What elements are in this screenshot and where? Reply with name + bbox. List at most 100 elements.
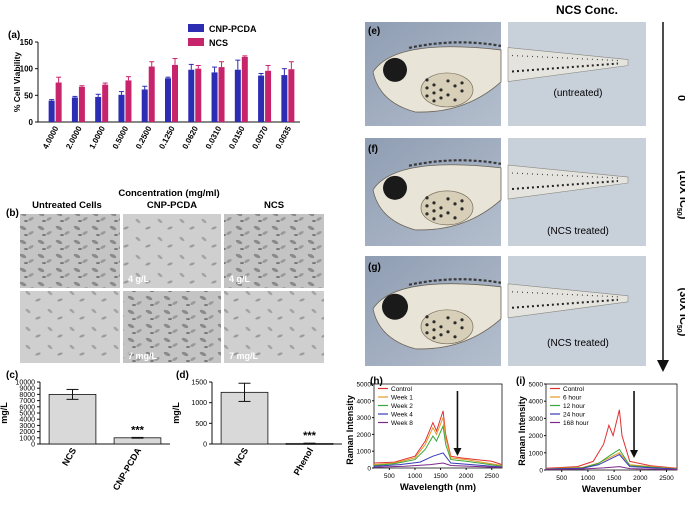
- x-tick-label-i: 2500: [659, 475, 674, 482]
- legend-label-h: Week 1: [391, 395, 413, 402]
- bar-ncs: [55, 82, 62, 122]
- y-tick-label-c: 2000: [19, 429, 35, 436]
- bar-ncs: [172, 64, 178, 122]
- bar-cnp-pcda: [71, 97, 78, 122]
- fish-pigment: [439, 206, 443, 210]
- y-tick-label-c: 9000: [19, 386, 35, 393]
- y-tick-label-i: 1000: [529, 450, 544, 457]
- legend-label-cnp-pcda: CNP-PCDA: [209, 24, 257, 34]
- legend-label-h: Week 4: [391, 412, 413, 419]
- bar-ncs: [195, 68, 202, 122]
- fish-pigment: [439, 88, 443, 92]
- fish-pigment: [453, 98, 457, 102]
- conc-label-30x: (30X IC50): [675, 288, 685, 337]
- y-axis-title-h: Raman Intensity: [345, 395, 355, 465]
- fish-pigment: [460, 318, 464, 322]
- bar-cnp-pcda: [234, 69, 241, 122]
- fish-pigment: [432, 91, 436, 95]
- x-tick-label-h: 500: [384, 473, 395, 480]
- y-tick-label-a: 50: [24, 91, 33, 100]
- fish-pigment: [439, 96, 443, 100]
- fish-pigment: [460, 207, 464, 211]
- legend-label-i: 168 hour: [563, 420, 589, 427]
- y-tick-label-h: 1000: [357, 449, 372, 456]
- micrograph-cnp-2: [123, 291, 221, 363]
- legend-label-h: Week 8: [391, 420, 413, 427]
- legend-swatch-cnp-pcda: [188, 24, 204, 32]
- y-tick-label-i: 2000: [529, 433, 544, 440]
- y-axis-title-i: Raman Intensity: [517, 396, 527, 466]
- x-tick-label-a: 0.0310: [204, 124, 224, 150]
- series-line-week-8: [373, 462, 503, 468]
- panel-i: (i) 0 1000 2000 3000 4000 5000 500 1000 1500 2000…: [516, 376, 678, 495]
- fish-pigment: [439, 214, 443, 218]
- y-tick-label-h: 3000: [357, 415, 372, 422]
- y-tick-label-d: 500: [195, 421, 207, 428]
- fish-pigment: [453, 216, 457, 220]
- conc-label-30x-close: ): [677, 333, 685, 337]
- fish-pigment: [460, 326, 464, 330]
- panel-d: (d) 0 500 1000 1500 mg/L NCS Phenol ***: [171, 370, 342, 477]
- micrograph-ncs-2: [224, 291, 324, 363]
- header-untreated: Untreated Cells: [32, 200, 102, 211]
- panel-label-i: (i): [516, 376, 525, 387]
- bar-cnp-pcda: [48, 100, 55, 122]
- y-tick-label-h: 0: [367, 466, 371, 473]
- y-tick-label-i: 0: [539, 468, 543, 475]
- fish-eye: [382, 293, 408, 320]
- x-tick-label-d: Phenol: [292, 446, 316, 477]
- conc-label-10x: (10X IC50): [675, 171, 685, 220]
- fish-pigment: [425, 78, 429, 82]
- bar-cnp-pcda: [95, 96, 102, 122]
- chart-c: 0100020003000400050006000700080009000100…: [0, 380, 170, 493]
- y-axis-title-a: % Cell Viability: [12, 52, 22, 113]
- fish-pigment: [432, 83, 436, 87]
- y-tick-label-c: 10000: [16, 380, 36, 387]
- panel-label-g: (g): [368, 262, 381, 273]
- legend-label-i: 6 hour: [563, 395, 582, 402]
- fish-pigment: [425, 86, 429, 90]
- fish-pigment: [460, 199, 464, 203]
- caption-cnp-bottom: 7 mg/L: [128, 351, 158, 361]
- series-line-week-4: [373, 452, 503, 468]
- x-tick-label-i: 500: [556, 475, 567, 482]
- bar-ncs: [265, 70, 272, 122]
- conc-label-30x-sub: 50: [675, 325, 682, 333]
- fish-pigment: [425, 331, 429, 335]
- fish-pigment: [425, 212, 429, 216]
- legend-label-h: Control: [391, 386, 413, 393]
- fish-dorsal-pigment: [408, 278, 502, 286]
- y-tick-label-h: 4000: [357, 398, 372, 405]
- x-tick-label-c: NCS: [60, 446, 78, 467]
- panel-label-h: (h): [370, 376, 383, 387]
- series-line-control: [545, 409, 678, 469]
- series-line-168-hour: [545, 466, 678, 470]
- legend-label-i: 24 hour: [563, 412, 586, 419]
- micrograph-untreated-1: [20, 214, 120, 288]
- x-tick-label-c: CNP-PCDA: [111, 446, 144, 493]
- chart-h: 0 1000 2000 3000 4000 5000 500 1000 1500 2000 2500…: [345, 382, 503, 493]
- fish-dorsal-pigment: [408, 159, 502, 167]
- fish-pigment: [432, 336, 436, 340]
- fish-pigment: [446, 316, 450, 320]
- conc-label-0: 0: [675, 95, 685, 101]
- panel-b: (b) Untreated Cells CNP-PCDA NCS 4 g/L 4…: [6, 200, 324, 363]
- bar-cnp-pcda: [141, 89, 148, 122]
- y-tick-label-a: 0: [29, 118, 34, 127]
- fish-pigment: [425, 315, 429, 319]
- y-tick-label-c: 8000: [19, 392, 35, 399]
- bar-cnp-pcda: [258, 75, 265, 122]
- y-tick-label-c: 7000: [19, 398, 35, 405]
- fish-yolk: [420, 190, 474, 226]
- fish-pigment: [432, 328, 436, 332]
- bar-cnp-pcda: [188, 69, 195, 122]
- y-tick-label-c: 0: [31, 442, 35, 449]
- fish-pigment: [453, 321, 457, 325]
- conc-label-10x-main: (10X IC: [677, 171, 685, 208]
- caption-cnp-top: 4 g/L: [128, 274, 150, 284]
- significance-c: ***: [131, 424, 145, 436]
- bar-ncs: [241, 56, 248, 122]
- fish-pigment: [439, 325, 443, 329]
- micrograph-ncs-1: [224, 214, 324, 288]
- y-tick-label-d: 0: [203, 442, 207, 449]
